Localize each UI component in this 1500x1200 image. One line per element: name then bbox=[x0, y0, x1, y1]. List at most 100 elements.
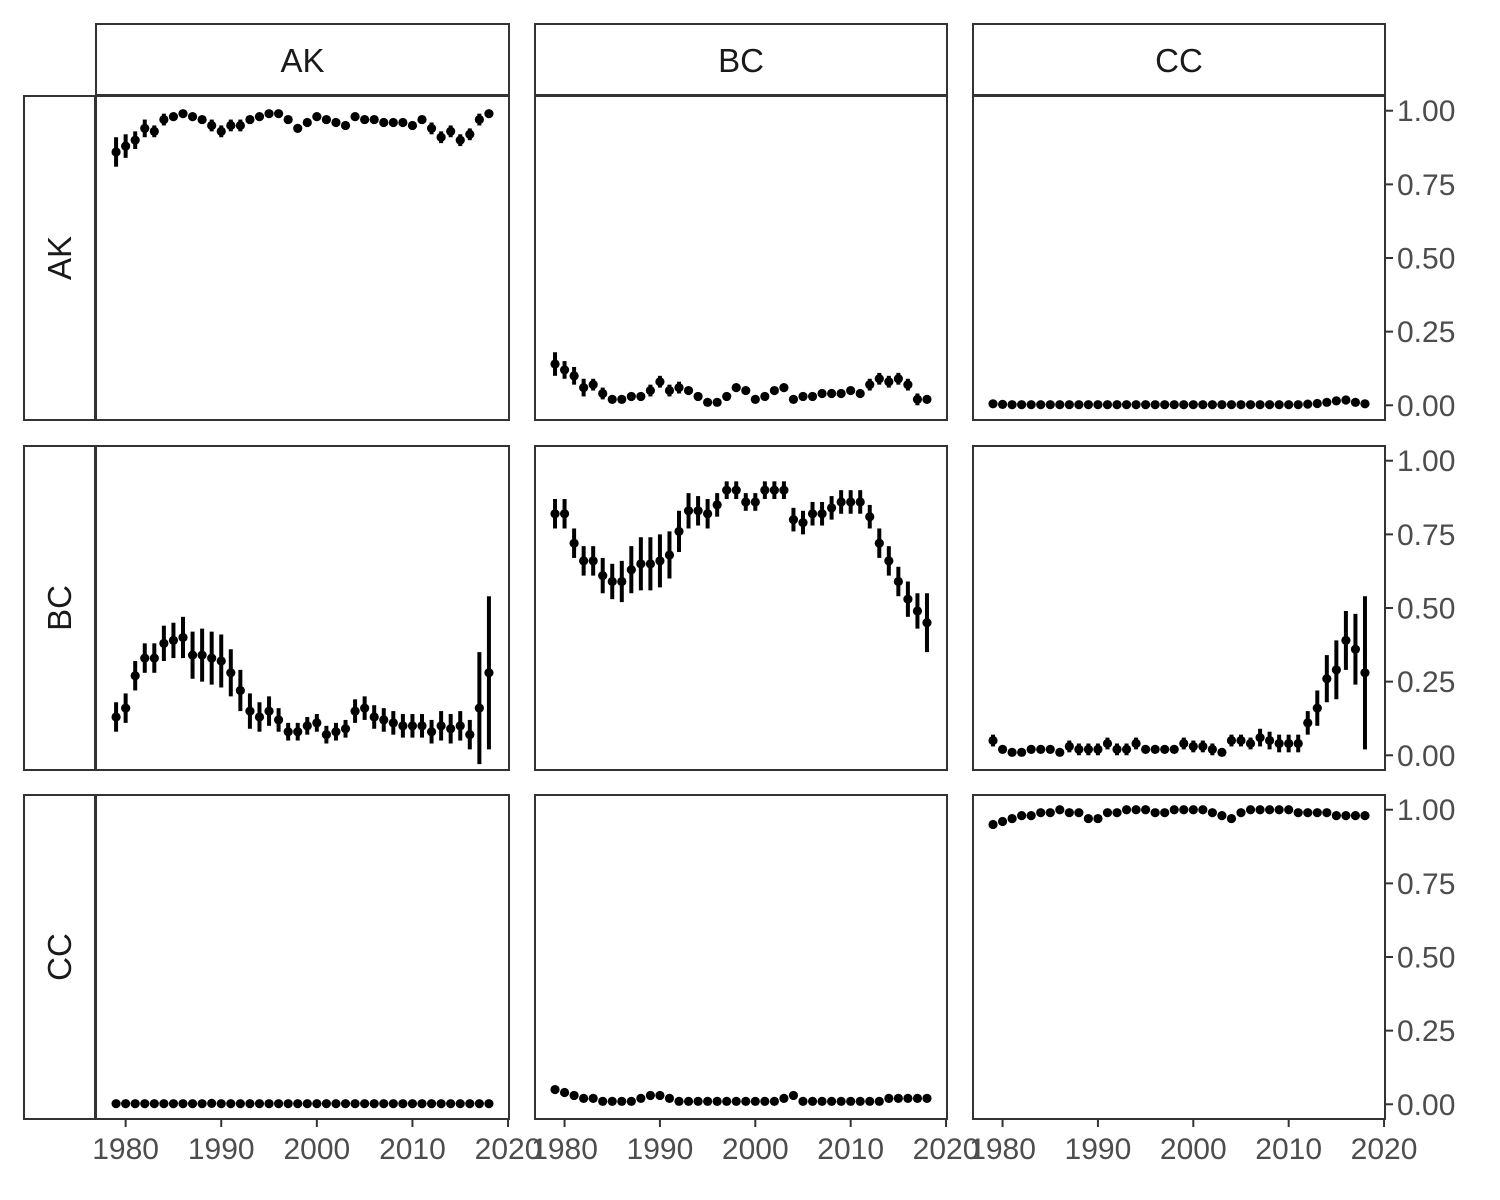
data-point bbox=[379, 715, 389, 725]
data-point bbox=[455, 721, 465, 731]
data-point bbox=[369, 114, 379, 125]
data-point bbox=[779, 383, 789, 393]
data-point bbox=[302, 721, 312, 731]
data-point bbox=[1322, 808, 1332, 818]
y-axes: 0.00 0.25 0.50 0.75 1.00 0.00 0.25 0.50 0.75 1.00… bbox=[1385, 95, 1455, 1122]
panel-ak-cc-background bbox=[973, 96, 1385, 420]
data-point bbox=[855, 1096, 865, 1106]
panel-ak-ak bbox=[95, 95, 510, 421]
data-point bbox=[636, 391, 646, 402]
data-point bbox=[1055, 747, 1065, 757]
data-point bbox=[1179, 805, 1189, 815]
data-point bbox=[1131, 400, 1141, 410]
data-point bbox=[340, 1099, 351, 1109]
data-point bbox=[168, 112, 179, 122]
column-strips: AK BC CC bbox=[95, 23, 1386, 96]
data-point bbox=[579, 1093, 589, 1103]
data-point bbox=[1265, 400, 1275, 410]
panel-cc-cc bbox=[972, 794, 1386, 1120]
data-point bbox=[846, 385, 856, 396]
data-point bbox=[664, 550, 675, 560]
data-point bbox=[579, 556, 589, 566]
data-point bbox=[321, 730, 332, 740]
y-tick-label: 0.00 bbox=[1397, 1089, 1455, 1122]
data-point bbox=[1303, 399, 1313, 409]
data-point bbox=[1055, 400, 1065, 410]
data-point bbox=[340, 724, 351, 734]
data-point bbox=[1331, 396, 1341, 406]
data-point bbox=[922, 1093, 932, 1103]
data-point bbox=[1245, 738, 1256, 749]
data-point bbox=[207, 120, 217, 131]
data-point bbox=[369, 1099, 379, 1109]
data-point bbox=[417, 1099, 427, 1109]
data-point bbox=[760, 485, 770, 495]
data-point bbox=[1017, 400, 1027, 410]
y-tick-label: 0.75 bbox=[1397, 169, 1455, 202]
data-point bbox=[1293, 808, 1303, 818]
data-point bbox=[1236, 735, 1246, 746]
data-point bbox=[1093, 400, 1103, 410]
data-point bbox=[398, 1099, 408, 1109]
data-point bbox=[1141, 744, 1151, 754]
data-point bbox=[559, 1087, 570, 1098]
data-point bbox=[855, 388, 865, 399]
panel-bc-bc bbox=[534, 445, 948, 771]
data-point bbox=[655, 556, 665, 566]
data-point bbox=[1026, 811, 1036, 821]
data-point bbox=[1074, 744, 1084, 754]
data-point bbox=[436, 1099, 446, 1109]
panel-cc-bc-border bbox=[534, 794, 948, 1120]
data-point bbox=[254, 112, 265, 122]
data-point bbox=[273, 1099, 284, 1109]
data-point bbox=[264, 109, 274, 119]
row-strip-bc bbox=[23, 445, 96, 771]
data-point bbox=[598, 388, 608, 399]
data-point bbox=[187, 112, 198, 122]
data-point bbox=[1055, 805, 1065, 815]
data-point bbox=[788, 1090, 799, 1101]
data-point bbox=[226, 668, 236, 678]
y-tick-label: 0.75 bbox=[1397, 519, 1455, 552]
data-point bbox=[264, 706, 274, 716]
data-point bbox=[617, 576, 627, 587]
data-point bbox=[598, 1096, 608, 1106]
data-point bbox=[426, 123, 437, 133]
data-point bbox=[693, 1096, 703, 1106]
data-point bbox=[1322, 397, 1332, 407]
data-point bbox=[1312, 398, 1322, 409]
data-point bbox=[722, 1096, 732, 1106]
x-tick-label: 2000 bbox=[1160, 1133, 1227, 1166]
x-tick-label: 2020 bbox=[1351, 1133, 1418, 1166]
data-point bbox=[111, 147, 121, 157]
y-tick-label: 0.00 bbox=[1397, 740, 1455, 773]
data-point bbox=[1341, 635, 1351, 646]
data-point bbox=[1074, 400, 1084, 410]
data-point bbox=[407, 721, 418, 731]
data-point bbox=[235, 685, 245, 696]
data-point bbox=[455, 1099, 465, 1109]
data-point bbox=[903, 1093, 913, 1103]
data-point bbox=[636, 559, 646, 569]
data-point bbox=[1255, 733, 1265, 743]
data-point bbox=[178, 1099, 188, 1109]
data-point bbox=[302, 1099, 312, 1109]
data-point bbox=[569, 538, 579, 548]
column-strip-label-bc: BC bbox=[718, 42, 764, 79]
data-point bbox=[1207, 744, 1217, 754]
data-point bbox=[1217, 747, 1227, 757]
data-point bbox=[769, 385, 779, 396]
data-point bbox=[216, 656, 226, 666]
data-point bbox=[550, 509, 560, 519]
data-point bbox=[226, 1099, 236, 1109]
y-tick-label: 0.25 bbox=[1397, 1015, 1455, 1048]
data-point bbox=[187, 1099, 198, 1109]
data-point bbox=[331, 727, 341, 737]
x-tick-label: 2010 bbox=[817, 1133, 884, 1166]
data-point bbox=[731, 1096, 741, 1106]
data-point bbox=[788, 515, 799, 525]
data-point bbox=[1017, 811, 1027, 821]
data-point bbox=[779, 485, 789, 495]
data-point bbox=[245, 114, 255, 125]
row-strips: AK BC CC bbox=[23, 95, 96, 1120]
